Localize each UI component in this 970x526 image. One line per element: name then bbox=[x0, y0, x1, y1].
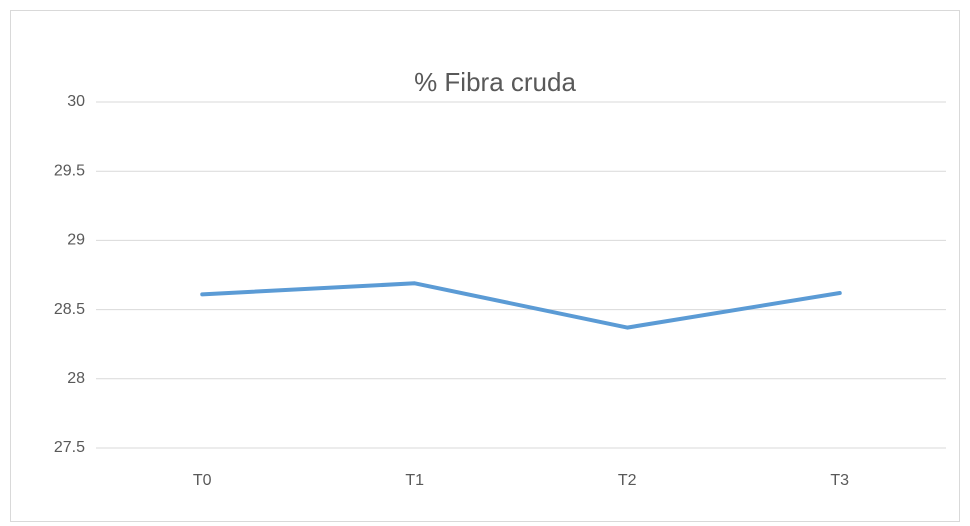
chart-title: % Fibra cruda bbox=[414, 67, 576, 97]
y-tick-label: 28.5 bbox=[54, 301, 85, 318]
y-tick-label: 30 bbox=[67, 93, 85, 110]
y-tick-label: 28 bbox=[67, 370, 85, 387]
x-tick-label: T3 bbox=[830, 472, 849, 489]
data-line bbox=[200, 281, 842, 330]
y-tick-label: 29 bbox=[67, 232, 85, 249]
x-tick-label: T0 bbox=[193, 472, 212, 489]
y-tick-label: 27.5 bbox=[54, 439, 85, 456]
x-tick-label: T1 bbox=[405, 472, 424, 489]
chart-border bbox=[10, 10, 960, 522]
x-tick-label: T2 bbox=[618, 472, 637, 489]
y-tick-label: 29.5 bbox=[54, 162, 85, 179]
